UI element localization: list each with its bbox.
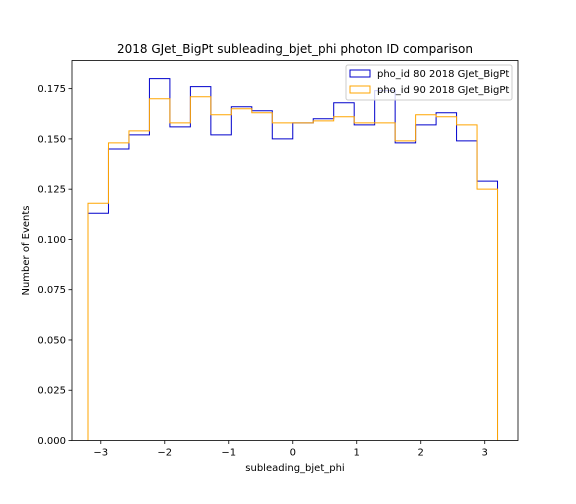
y-tick-label: 0.100 [37,235,66,246]
series-1-step-line [87,78,499,441]
axes-frame [71,60,519,441]
legend: pho_id 80 2018 GJet_BigPt pho_id 90 2018… [345,64,513,101]
x-tick-label: −1 [221,448,236,459]
y-tick-label: 0.025 [37,386,66,397]
chart-title: 2018 GJet_BigPt subleading_bjet_phi phot… [117,42,473,56]
plot-area [72,60,518,441]
y-tick-label: 0.150 [37,134,66,145]
y-tick-label: 0.000 [37,436,66,447]
legend-swatch-series-1 [349,69,371,78]
x-tick-label: −2 [157,448,172,459]
y-tick-label: 0.175 [37,84,66,95]
x-axis-label: subleading_bjet_phi [245,463,344,474]
series-layer [87,78,499,441]
legend-label-series-1: pho_id 80 2018 GJet_BigPt [377,69,509,80]
x-tick-label: −3 [93,448,108,459]
y-axis-label: Number of Events [21,205,32,295]
legend-label-series-2: pho_id 90 2018 GJet_BigPt [377,85,509,96]
x-tick-label: 3 [482,448,488,459]
x-tick-label: 0 [290,448,296,459]
x-tick-label: 2 [418,448,424,459]
y-tick-label: 0.075 [37,285,66,296]
series-2-step-line [87,96,499,441]
y-tick-label: 0.050 [37,335,66,346]
y-tick-label: 0.125 [37,185,66,196]
legend-frame [345,64,513,101]
x-tick-label: 1 [354,448,360,459]
legend-swatch-series-2 [349,85,371,94]
axes-layer: −3 −2 −1 0 1 2 3 0.000 0.025 0.050 0.075 0.100 0.125… [37,60,519,459]
